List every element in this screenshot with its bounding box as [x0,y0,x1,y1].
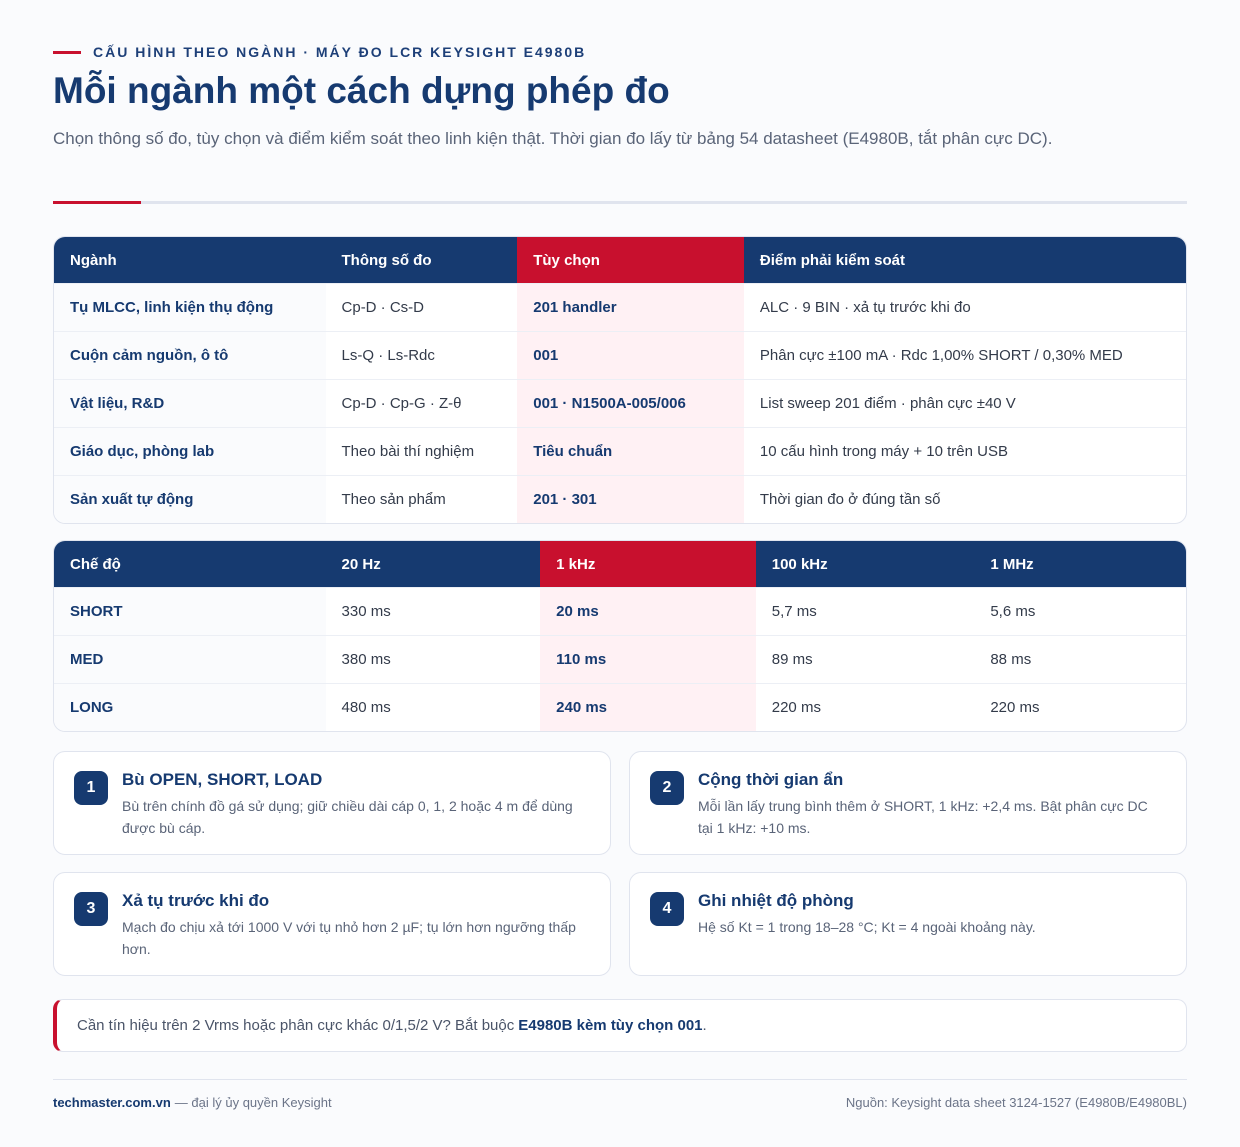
header-row: Chế độ 20 Hz 1 kHz 100 kHz 1 MHz [54,541,1186,587]
table-row: LONG 480 ms 240 ms 220 ms 220 ms [54,683,1186,731]
card-title: Ghi nhiệt độ phòng [698,891,854,910]
header-cell: Tùy chọn [517,237,744,283]
table-cell: LONG [54,683,326,731]
table-cell: Tụ MLCC, linh kiện thụ động [54,283,326,331]
header-cell: Thông số đo [325,237,518,283]
note-emphasis: E4980B kèm tùy chọn 001 [518,1017,703,1034]
table-cell: 5,6 ms [974,587,1186,635]
table-cell: 20 ms [540,587,756,635]
table-row: SHORT 330 ms 20 ms 5,7 ms 5,6 ms [54,587,1186,635]
header-cell: 1 kHz [540,541,756,587]
card-text: Mỗi lần lấy trung bình thêm ở SHORT, 1 k… [698,798,1148,836]
card-number: 1 [74,771,108,805]
table-cell: 330 ms [325,587,541,635]
note: Cần tín hiệu trên 2 Vrms hoặc phân cực k… [53,999,1187,1052]
table-cell: 110 ms [540,635,756,683]
table-row: Cuộn cảm nguồn, ô tô Ls-Q · Ls-Rdc 001 Phân… [54,331,1186,379]
card-text: Mạch đo chịu xả tới 1000 V với tụ nhỏ hơ… [122,919,576,957]
footer-tagline: — đại lý ủy quyền Keysight [174,1095,332,1110]
footer-divider [53,1079,1187,1080]
table-cell: 10 cấu hình trong máy + 10 trên USB [743,427,1186,475]
table-row: Sản xuất tự động Theo sản phẩm 201 · 301 Th… [54,475,1186,523]
footer-left: techmaster.com.vn — đại lý ủy quyền Keysi… [53,1095,332,1110]
header-cell: Chế độ [54,541,326,587]
eyebrow: CẤU HÌNH THEO NGÀNH · MÁY ĐO LCR KEYSIGH… [53,44,586,60]
footer-site: techmaster.com.vn [53,1095,171,1110]
table-cell: 480 ms [325,683,541,731]
table-cell: 380 ms [325,635,541,683]
header-cell: 1 MHz [974,541,1186,587]
table-cell: Phân cực ±100 mA · Rdc 1,00% SHORT / 0,3… [743,331,1186,379]
header-cell: 100 kHz [755,541,975,587]
divider [53,201,1187,204]
table-cell: 88 ms [974,635,1186,683]
card: 3 Xả tụ trước khi đo Mạch đo chịu xả tới 1… [53,872,611,976]
table-cell: 201 · 301 [517,475,744,523]
card-text: Hệ số Kt = 1 trong 18–28 °C; Kt = 4 ngoà… [698,919,1036,935]
header-cell: Ngành [54,237,326,283]
table-cell: Theo bài thí nghiệm [325,427,518,475]
card: 1 Bù OPEN, SHORT, LOAD Bù trên chính đồ gá… [53,751,611,855]
card-number: 3 [74,892,108,926]
card: 4 Ghi nhiệt độ phòng Hệ số Kt = 1 trong 18… [629,872,1187,976]
card-title: Bù OPEN, SHORT, LOAD [122,770,323,789]
table-cell: Ls-Q · Ls-Rdc [325,331,518,379]
table-cell: Cp-D · Cp-G · Z-θ [325,379,518,427]
table-row: MED 380 ms 110 ms 89 ms 88 ms [54,635,1186,683]
table-cell: Tiêu chuẩn [517,427,744,475]
header-row: Ngành Thông số đo Tùy chọn Điểm phải kiểm s… [54,237,1186,283]
table-cell: Cuộn cảm nguồn, ô tô [54,331,326,379]
table-cell: Theo sản phẩm [325,475,518,523]
table-row: Vật liệu, R&D Cp-D · Cp-G · Z-θ 001 · N150… [54,379,1186,427]
table-row: Giáo dục, phòng lab Theo bài thí nghiệm Ti… [54,427,1186,475]
card-number: 2 [650,771,684,805]
table-cell: 220 ms [755,683,975,731]
industry-table: Ngành Thông số đo Tùy chọn Điểm phải kiểm s… [53,236,1187,524]
timing-table: Chế độ 20 Hz 1 kHz 100 kHz 1 MHz SHORT 330 ms 2… [53,540,1187,732]
header-cell: Điểm phải kiểm soát [743,237,1186,283]
table-cell: 001 · N1500A-005/006 [517,379,744,427]
title: Mỗi ngành một cách dựng phép đo [53,70,670,111]
table-cell: Giáo dục, phòng lab [54,427,326,475]
table-cell: 240 ms [540,683,756,731]
table-cell: MED [54,635,326,683]
table-cell: Vật liệu, R&D [54,379,326,427]
card: 2 Cộng thời gian ẩn Mỗi lần lấy trung bình… [629,751,1187,855]
note-end: . [702,1017,707,1034]
table-cell: 001 [517,331,744,379]
card-title: Cộng thời gian ẩn [698,770,844,789]
table-cell: ALC · 9 BIN · xả tụ trước khi đo [743,283,1186,331]
subtitle: Chọn thông số đo, tùy chọn và điểm kiểm … [53,129,1053,148]
table-cell: Sản xuất tự động [54,475,326,523]
card-number: 4 [650,892,684,926]
table-cell: 89 ms [755,635,975,683]
table-cell: 220 ms [974,683,1186,731]
note-text: Cần tín hiệu trên 2 Vrms hoặc phân cực k… [77,1017,515,1034]
table-cell: Thời gian đo ở đúng tần số [743,475,1186,523]
table-cell: 5,7 ms [755,587,975,635]
table-cell: Cp-D · Cs-D [325,283,518,331]
card-title: Xả tụ trước khi đo [122,891,270,910]
table-cell: List sweep 201 điểm · phân cực ±40 V [743,379,1186,427]
table-cell: SHORT [54,587,326,635]
card-text: Bù trên chính đồ gá sử dụng; giữ chiều d… [122,798,573,836]
table-row: Tụ MLCC, linh kiện thụ động Cp-D · Cs-D 20… [54,283,1186,331]
header-cell: 20 Hz [325,541,541,587]
eyebrow-text: CẤU HÌNH THEO NGÀNH · MÁY ĐO LCR KEYSIGH… [93,44,587,60]
table-cell: 201 handler [517,283,744,331]
footer-source: Nguồn: Keysight data sheet 3124-1527 (E4… [845,1095,1187,1110]
